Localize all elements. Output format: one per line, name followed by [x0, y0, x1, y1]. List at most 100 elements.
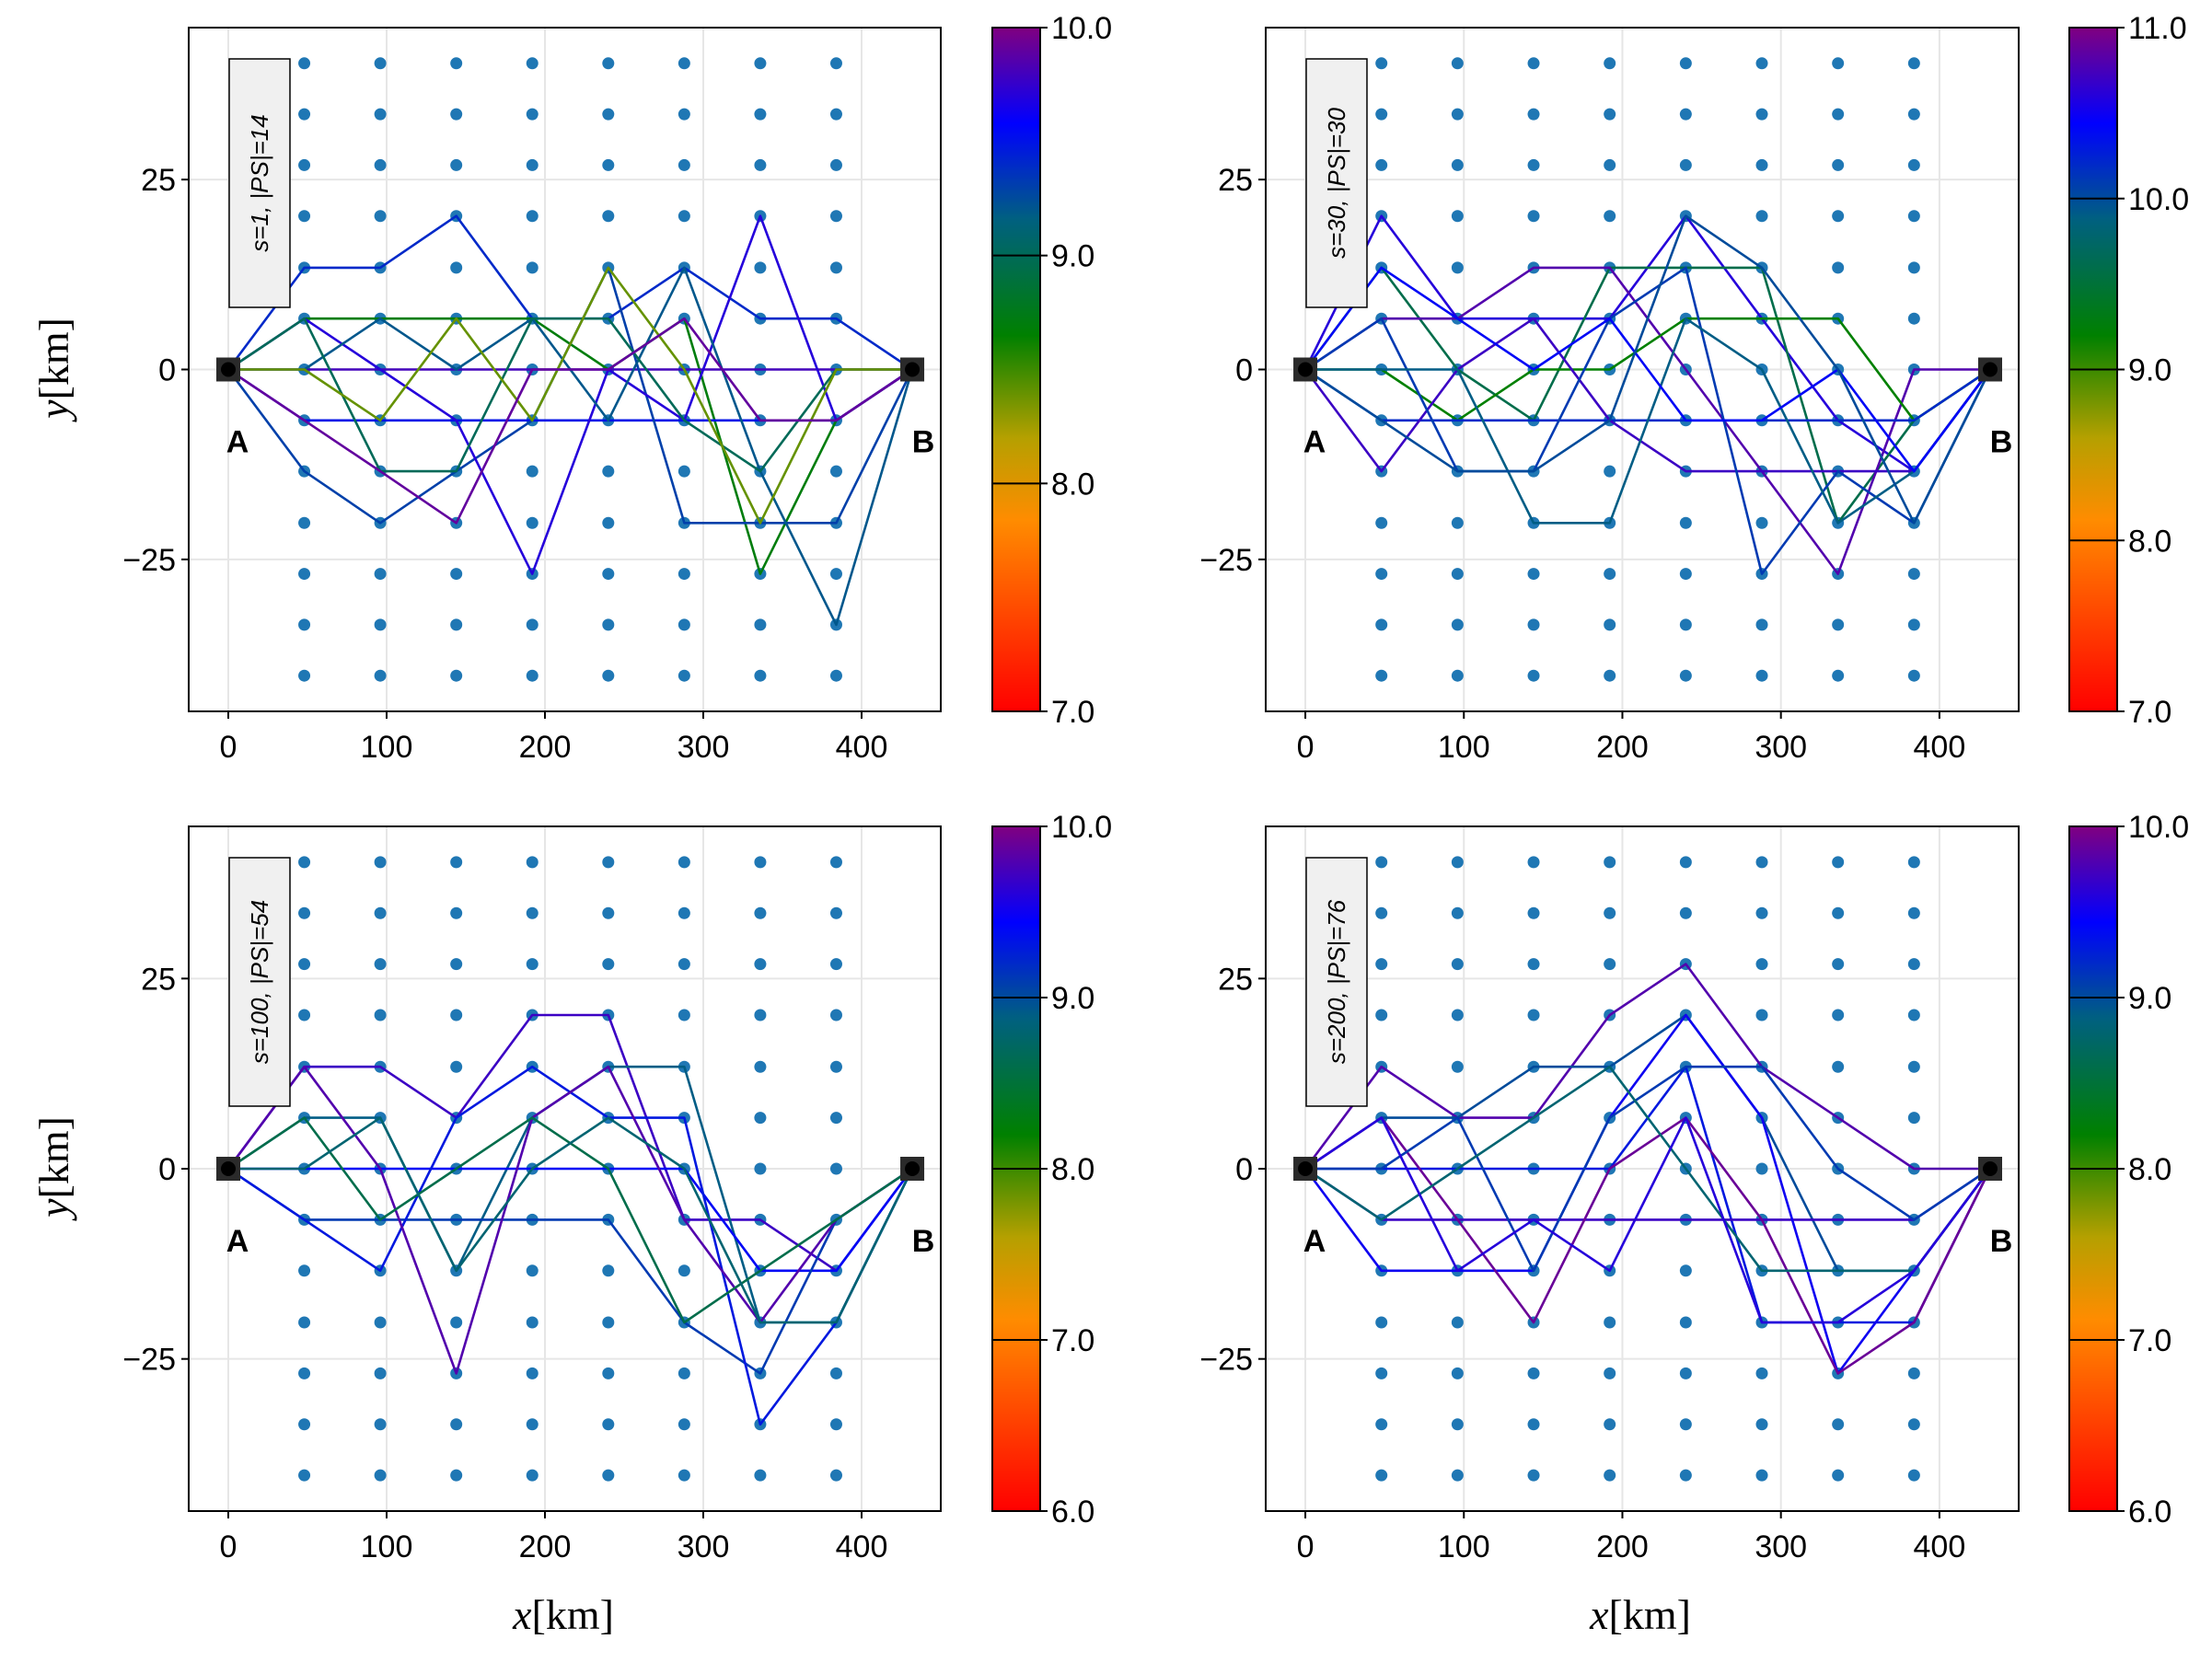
grid-point — [1527, 158, 1540, 171]
colorbar-tick-label: 10.0 — [2128, 182, 2189, 217]
grid-point — [374, 958, 387, 971]
grid-point — [1832, 1418, 1845, 1431]
grid-point — [526, 210, 539, 223]
grid-point — [677, 465, 690, 478]
grid-point — [298, 1418, 311, 1431]
x-tick-label: 200 — [1596, 1529, 1649, 1564]
grid-point — [526, 261, 539, 274]
grid-point — [677, 1009, 690, 1021]
grid-point — [1604, 1367, 1616, 1379]
x-tick-label: 100 — [1438, 730, 1490, 765]
y-tick-label: −25 — [122, 543, 176, 578]
grid-point — [1907, 1112, 1920, 1125]
node-A-dot — [221, 1161, 236, 1176]
grid-point — [1375, 568, 1388, 581]
grid-point — [677, 1418, 690, 1431]
grid-point — [829, 1367, 842, 1379]
colorbar-tick-label: 8.0 — [1051, 467, 1094, 502]
grid-point — [829, 108, 842, 121]
grid-point — [1375, 1009, 1388, 1021]
plot-content — [1293, 57, 2003, 682]
grid-point — [1527, 856, 1540, 869]
grid-point — [1451, 108, 1464, 121]
grid-point — [1832, 261, 1845, 274]
grid-point — [829, 1162, 842, 1175]
grid-point — [450, 958, 463, 971]
x-tick-label: 400 — [1914, 1529, 1966, 1564]
grid-point — [677, 856, 690, 869]
node-B-dot — [1983, 362, 1998, 377]
grid-point — [1451, 1367, 1464, 1379]
grid-point — [450, 158, 463, 171]
route-line — [228, 1116, 914, 1324]
grid-point — [1832, 958, 1845, 971]
grid-point — [1375, 856, 1388, 869]
grid-point — [1832, 158, 1845, 171]
x-tick-label: 0 — [220, 1529, 237, 1564]
grid-point — [1451, 1060, 1464, 1073]
node-B-label: B — [1990, 1224, 2013, 1259]
node-A-dot — [1298, 362, 1314, 377]
grid-point — [677, 568, 690, 581]
grid-point — [602, 465, 615, 478]
plot-content — [1293, 856, 2003, 1482]
grid-point — [754, 108, 767, 121]
grid-point — [298, 958, 311, 971]
grid-point — [526, 618, 539, 631]
colorbar-tick-label: 8.0 — [2128, 1152, 2171, 1187]
grid-point — [526, 1418, 539, 1431]
colorbar-tick-label: 9.0 — [2128, 981, 2171, 1016]
grid-point — [754, 158, 767, 171]
grid-point — [1375, 57, 1388, 70]
plot-content — [216, 57, 925, 682]
grid-point — [298, 1316, 311, 1329]
annotation-text: s=200, |PS|=76 — [1323, 899, 1350, 1064]
grid-point — [298, 669, 311, 682]
y-tick-label: −25 — [1199, 543, 1253, 578]
grid-point — [374, 618, 387, 631]
colorbar-tick-label: 8.0 — [2128, 524, 2171, 559]
grid-point — [602, 568, 615, 581]
colorbar-tick-label: 10.0 — [1051, 810, 1112, 845]
grid-point — [677, 1264, 690, 1277]
grid-point — [526, 158, 539, 171]
grid-point — [1375, 516, 1388, 529]
grid-point — [1375, 1367, 1388, 1379]
colorbar — [991, 27, 1041, 712]
grid-point — [1527, 57, 1540, 70]
grid-point — [677, 669, 690, 682]
grid-point — [1451, 1009, 1464, 1021]
colorbar-tick-label: 10.0 — [1051, 11, 1112, 46]
annotation-box — [228, 857, 291, 1107]
grid-point — [829, 158, 842, 171]
x-tick-label: 100 — [1438, 1529, 1490, 1564]
grid-point — [374, 108, 387, 121]
grid-point — [526, 516, 539, 529]
colorbar-tick-label: 7.0 — [1051, 1323, 1094, 1358]
grid-point — [754, 669, 767, 682]
colorbar-tick-label: 6.0 — [2128, 1495, 2171, 1529]
x-tick-label: 300 — [1755, 730, 1807, 765]
grid-point — [829, 1418, 842, 1431]
grid-point — [1755, 669, 1768, 682]
grid-point — [1375, 158, 1388, 171]
annotation-text: s=1, |PS|=14 — [246, 114, 273, 251]
grid-point — [1832, 1060, 1845, 1073]
grid-point — [1832, 856, 1845, 869]
y-tick-label: 0 — [1235, 1152, 1253, 1187]
grid-point — [1604, 568, 1616, 581]
grid-point — [374, 57, 387, 70]
annotation-box — [1305, 857, 1368, 1107]
node-A-label: A — [226, 425, 249, 460]
grid-point — [1755, 158, 1768, 171]
annotation-text: s=100, |PS|=54 — [246, 900, 273, 1064]
grid-point — [298, 108, 311, 121]
colorbar-tick-label: 6.0 — [1051, 1495, 1094, 1529]
panel-0: A Bs=1, |PS|=14 0 100 200 300 400 25 0 −25 10.0 9.0… — [122, 11, 1112, 765]
grid-point — [677, 108, 690, 121]
grid-point — [526, 57, 539, 70]
grid-point — [526, 1469, 539, 1482]
x-tick-label: 0 — [1297, 1529, 1314, 1564]
grid-point — [1755, 57, 1768, 70]
grid-point — [677, 958, 690, 971]
